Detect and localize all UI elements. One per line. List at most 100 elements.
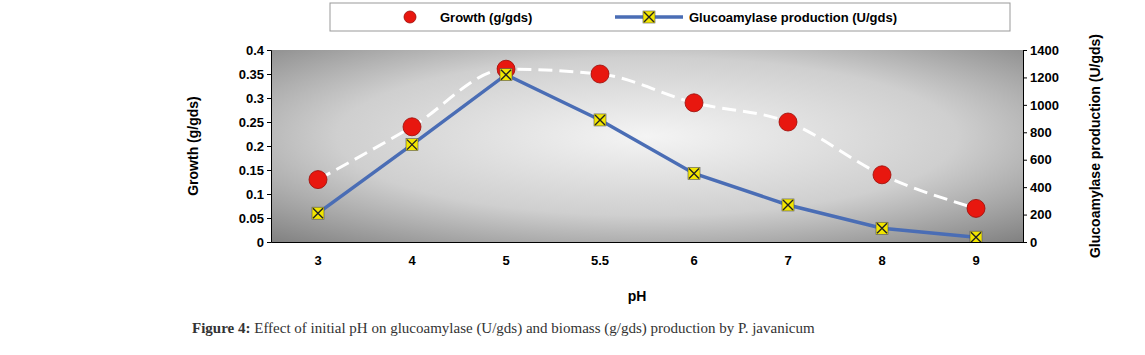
tick-label: 0.1	[246, 187, 264, 202]
legend: Growth (g/gds) Glucoamylase production (U…	[330, 3, 1010, 31]
tick: 0.4	[246, 43, 271, 58]
marks	[309, 60, 985, 242]
y-axis: 00.050.10.150.20.250.30.350.4	[239, 43, 272, 250]
tick-mark	[1023, 187, 1027, 188]
caption: Figure 4: Effect of initial pH on glucoa…	[192, 320, 815, 337]
marker	[782, 199, 794, 211]
legend-label: Growth (g/gds)	[440, 10, 532, 25]
tick: 200	[1023, 207, 1052, 222]
series-line	[318, 69, 976, 208]
tick: 5.5	[591, 242, 609, 268]
tick-label: 4	[408, 253, 416, 268]
tick: 0.1	[246, 187, 271, 202]
marker	[685, 94, 703, 112]
caption-body: Effect of initial pH on glucoamylase (U/…	[250, 320, 815, 337]
axis-line	[267, 51, 272, 243]
tick-label: 0	[257, 235, 264, 250]
tick-label: 0.25	[239, 115, 264, 130]
marker-cross	[595, 115, 605, 125]
tick-mark	[267, 170, 271, 171]
tick-mark	[267, 218, 271, 219]
tick-label: 7	[784, 253, 791, 268]
tick: 0.25	[239, 115, 271, 130]
y-axis-title: Growth (g/gds)	[185, 96, 201, 196]
tick: 400	[1023, 180, 1052, 195]
tick: 800	[1023, 125, 1052, 140]
marker	[873, 166, 891, 184]
tick-label: 9	[972, 253, 979, 268]
tick-label: 0.35	[239, 67, 264, 82]
tick-label: 0.2	[246, 139, 264, 154]
tick: 1000	[1023, 98, 1059, 113]
tick-mark	[1023, 242, 1027, 243]
marker-box	[970, 231, 982, 242]
tick: 7	[784, 242, 791, 268]
legend-marker-cross	[644, 12, 654, 22]
tick-label: 1200	[1030, 70, 1059, 85]
tick: 9	[972, 242, 979, 268]
legend-marker-box	[643, 11, 655, 23]
tick-label: 0.05	[239, 211, 264, 226]
legend-marker	[404, 11, 416, 23]
legend-label: Glucoamylase production (U/gds)	[689, 10, 897, 25]
marker-cross	[501, 70, 511, 80]
tick-mark	[1023, 50, 1027, 51]
tick: 1400	[1023, 43, 1059, 58]
marker	[591, 65, 609, 83]
tick: 4	[408, 242, 416, 268]
tick-label: 5.5	[591, 253, 609, 268]
marker-cross	[689, 168, 699, 178]
marker	[688, 167, 700, 179]
marker-box	[782, 199, 794, 211]
tick-mark	[267, 98, 271, 99]
tick-mark	[1023, 132, 1027, 133]
tick-mark	[1023, 160, 1027, 161]
legend-entry: Growth (g/gds)	[404, 10, 532, 25]
tick-label: 1400	[1030, 43, 1059, 58]
tick: 0.05	[239, 211, 271, 226]
tick-mark	[1023, 105, 1027, 106]
marker-box	[500, 69, 512, 81]
tick-label: 400	[1030, 180, 1052, 195]
tick-label: 5	[502, 253, 509, 268]
tick: 0.15	[239, 163, 271, 178]
series-line	[318, 75, 976, 238]
tick-mark	[267, 50, 271, 51]
tick-mark	[267, 146, 271, 147]
marker-cross	[783, 200, 793, 210]
marker-cross	[313, 208, 323, 218]
tick: 600	[1023, 152, 1052, 167]
tick: 3	[314, 242, 321, 268]
caption-label: Figure 4:	[192, 320, 250, 336]
tick-mark	[1023, 215, 1027, 216]
marker-cross	[971, 232, 981, 242]
marker	[970, 231, 982, 242]
tick-label: 8	[878, 253, 885, 268]
x-axis-title: pH	[628, 288, 647, 304]
marker	[967, 199, 985, 217]
tick: 0	[257, 235, 271, 250]
marker	[876, 222, 888, 234]
axis-line	[1024, 51, 1028, 243]
marker-box	[312, 207, 324, 219]
marker	[403, 118, 421, 136]
y2-axis: 0 200 400 600 800 1000 1200 1400	[1023, 43, 1059, 250]
y2-axis-title: Glucoamylase production (U/gds)	[1087, 34, 1103, 258]
marker	[779, 113, 797, 131]
tick-label: 1000	[1030, 98, 1059, 113]
x-axis: 3 4 5 5.5 6 7 8 9	[272, 242, 1024, 268]
marker	[500, 69, 512, 81]
marker-box	[876, 222, 888, 234]
tick: 8	[878, 242, 885, 268]
tick-label: 800	[1030, 125, 1052, 140]
tick-label: 0.4	[246, 43, 265, 58]
marker-box	[688, 167, 700, 179]
tick-mark	[267, 242, 271, 243]
tick-label: 600	[1030, 152, 1052, 167]
tick: 6	[690, 242, 697, 268]
tick-label: 3	[314, 253, 321, 268]
tick: 0	[1023, 235, 1037, 250]
marker-cross	[877, 223, 887, 233]
tick: 0.2	[246, 139, 271, 154]
marker	[309, 171, 327, 189]
